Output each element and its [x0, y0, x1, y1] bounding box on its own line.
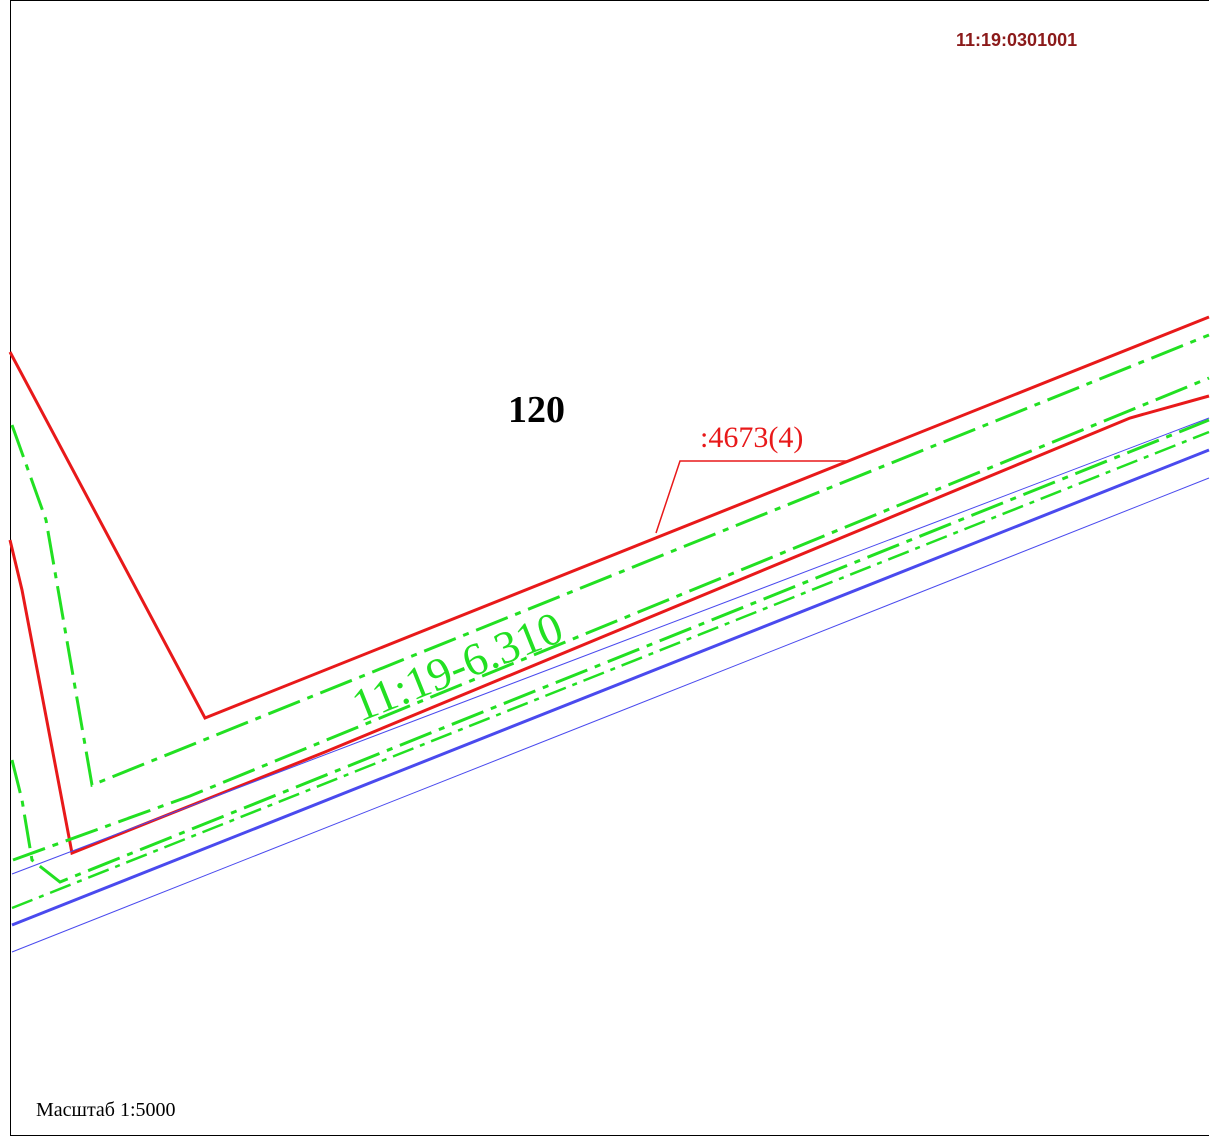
scale-text: Масштаб 1:5000	[36, 1099, 176, 1121]
road-line-3	[11, 477, 1210, 953]
parcel-label: :4673(4)	[700, 421, 803, 454]
road-line-2	[11, 448, 1210, 927]
road-line-1	[11, 417, 1210, 875]
zone-boundary-bottom	[11, 430, 1210, 910]
block-label: 120	[508, 389, 565, 431]
map-frame	[10, 0, 1209, 1136]
zone-boundary-mid	[12, 376, 1210, 862]
zone-label: 11:19-6.310	[345, 602, 570, 732]
parcel-boundary-upper	[8, 315, 1210, 720]
parcel-label-leader	[655, 460, 848, 534]
zone-boundary-upper	[10, 333, 1210, 788]
quarter-number: 11:19:0301001	[956, 30, 1078, 50]
zone-boundary-lower	[10, 418, 1210, 884]
